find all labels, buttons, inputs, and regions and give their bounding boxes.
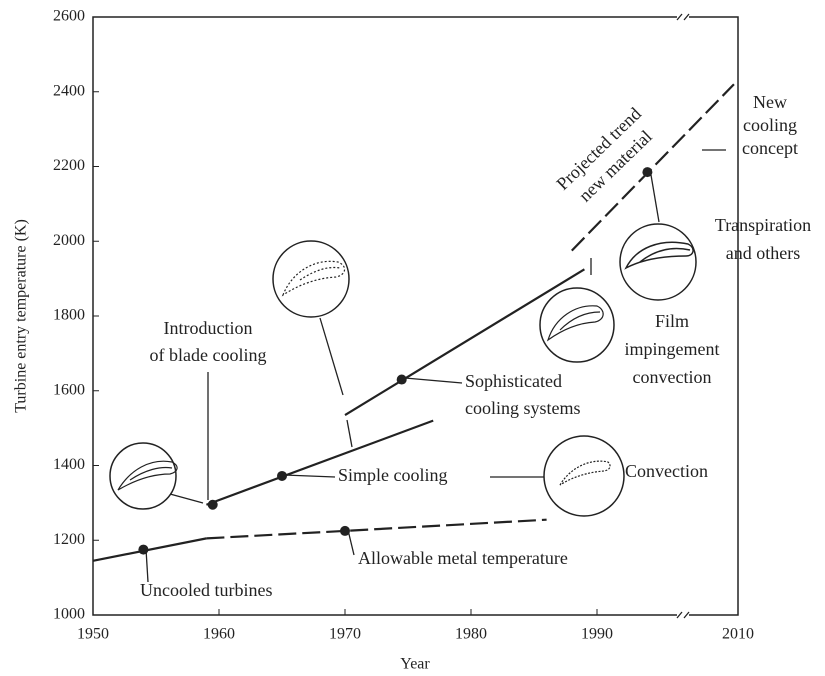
x-tick-label: 1980 xyxy=(455,626,487,643)
point xyxy=(340,525,350,536)
annotation: Convection xyxy=(625,461,708,481)
series-line xyxy=(344,268,585,416)
annotation: and others xyxy=(726,243,800,263)
annotation: of blade cooling xyxy=(150,345,267,365)
series-line xyxy=(206,518,547,540)
annotation: Uncooled turbines xyxy=(140,580,272,600)
annotation: Simple cooling xyxy=(338,465,448,485)
y-tick-label: 2400 xyxy=(53,82,85,99)
annotation: concept xyxy=(742,138,798,158)
y-tick-label: 1000 xyxy=(53,606,85,623)
x-tick-label: 1990 xyxy=(581,626,613,643)
point xyxy=(396,374,407,385)
x-tick-label: 1960 xyxy=(203,626,235,643)
x-tick-label: 1970 xyxy=(329,626,361,643)
series-line xyxy=(206,419,434,506)
point xyxy=(642,167,653,178)
annotation: impingement xyxy=(625,339,720,359)
annotation: Introduction xyxy=(164,318,253,338)
axis-break xyxy=(676,10,690,622)
y-tick-label: 2600 xyxy=(53,8,85,25)
x-tick-label: 2010 xyxy=(722,626,754,643)
annotation: cooling xyxy=(743,115,797,135)
x-axis-label: Year xyxy=(400,656,430,673)
annotation: Film xyxy=(655,311,689,331)
annotation: Sophisticated xyxy=(465,371,562,391)
series-line xyxy=(571,83,735,252)
x-tick-label: 1950 xyxy=(77,626,109,643)
point xyxy=(138,544,149,555)
leader-lines xyxy=(145,149,726,583)
y-tick-label: 1200 xyxy=(53,531,85,548)
point xyxy=(277,470,287,481)
blade-icons xyxy=(109,223,697,517)
annotation: Transpiration xyxy=(715,215,811,235)
y-tick-label: 1400 xyxy=(53,456,85,473)
y-tick-label: 2200 xyxy=(53,157,85,174)
y-tick-label: 2000 xyxy=(53,232,85,249)
point xyxy=(207,499,218,510)
annotation: cooling systems xyxy=(465,398,581,418)
y-tick-label: 1800 xyxy=(53,307,85,324)
series-line xyxy=(92,537,207,562)
annotation: New xyxy=(753,92,787,112)
annotation: convection xyxy=(633,367,712,387)
annotation: Allowable metal temperature xyxy=(358,548,568,568)
y-axis-label: Turbine entry temperature (K) xyxy=(13,219,30,413)
y-tick-label: 1600 xyxy=(53,381,85,398)
plot-frame xyxy=(92,16,739,616)
